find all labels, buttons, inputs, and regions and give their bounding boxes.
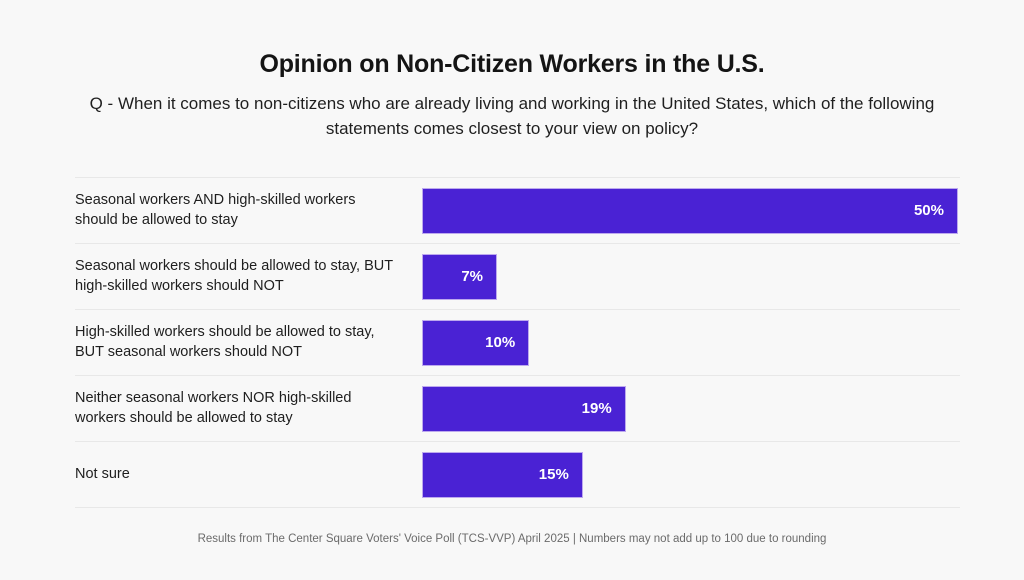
chart-row: Seasonal workers AND high-skilled worker… bbox=[75, 177, 960, 243]
bar-value-label: 10% bbox=[485, 334, 516, 351]
question-subtitle: Q - When it comes to non-citizens who ar… bbox=[89, 94, 935, 138]
bar-value-label: 15% bbox=[538, 466, 569, 483]
category-label: High-skilled workers should be allowed t… bbox=[75, 323, 375, 360]
bar: 15% bbox=[422, 451, 583, 498]
bar-value-label: 19% bbox=[581, 400, 612, 417]
bar-chart: Seasonal workers AND high-skilled worker… bbox=[75, 177, 960, 508]
chart-rows: Seasonal workers AND high-skilled worker… bbox=[75, 177, 960, 508]
bar-value-label: 50% bbox=[913, 202, 944, 219]
bar: 50% bbox=[422, 187, 958, 234]
bar-area: 10% bbox=[422, 319, 960, 366]
category-label: Not sure bbox=[75, 465, 130, 482]
bar-area: 50% bbox=[422, 187, 960, 234]
bar-area: 19% bbox=[422, 385, 960, 432]
bar: 19% bbox=[422, 385, 626, 432]
page-title: Opinion on Non-Citizen Workers in the U.… bbox=[259, 50, 765, 78]
chart-row: High-skilled workers should be allowed t… bbox=[75, 309, 960, 375]
bar-value-label: 7% bbox=[461, 268, 484, 285]
category-label: Seasonal workers should be allowed to st… bbox=[75, 257, 393, 294]
bar-area: 7% bbox=[422, 253, 960, 300]
bar-area: 15% bbox=[422, 451, 960, 498]
chart-row: Not sure 15% bbox=[75, 441, 960, 508]
bar: 7% bbox=[422, 253, 498, 300]
category-label: Seasonal workers AND high-skilled worker… bbox=[75, 191, 356, 228]
category-label: Neither seasonal workers NOR high-skille… bbox=[75, 389, 352, 426]
chart-row: Neither seasonal workers NOR high-skille… bbox=[75, 375, 960, 441]
chart-row: Seasonal workers should be allowed to st… bbox=[75, 243, 960, 309]
source-footnote: Results from The Center Square Voters' V… bbox=[197, 533, 827, 545]
bar: 10% bbox=[422, 319, 530, 366]
